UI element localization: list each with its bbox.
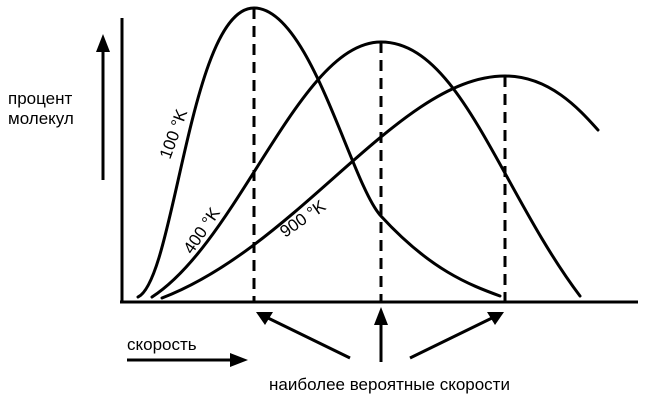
annotation-arrow-right-head: [487, 312, 504, 325]
x-axis-arrow-head: [230, 353, 248, 367]
series-curve-400k: [150, 40, 582, 299]
y-axis-label-line-2: молекул: [8, 109, 74, 128]
series-curve-100k: [136, 6, 502, 299]
annotation-text: наиболее вероятные скорости: [269, 375, 510, 394]
annotation-arrow-center-head: [374, 307, 388, 325]
y-axis-arrow-head: [96, 34, 110, 52]
annotation-arrow-left-head: [256, 312, 273, 325]
series-label-100k: 100 °K: [156, 106, 192, 161]
y-axis-label-line-1: процент: [8, 89, 73, 108]
annotation-arrow-left-shaft: [267, 316, 351, 360]
series-curve-900k: [160, 74, 600, 300]
x-axis-label: скорость: [127, 335, 197, 354]
annotation-arrow-right-shaft: [409, 316, 493, 360]
